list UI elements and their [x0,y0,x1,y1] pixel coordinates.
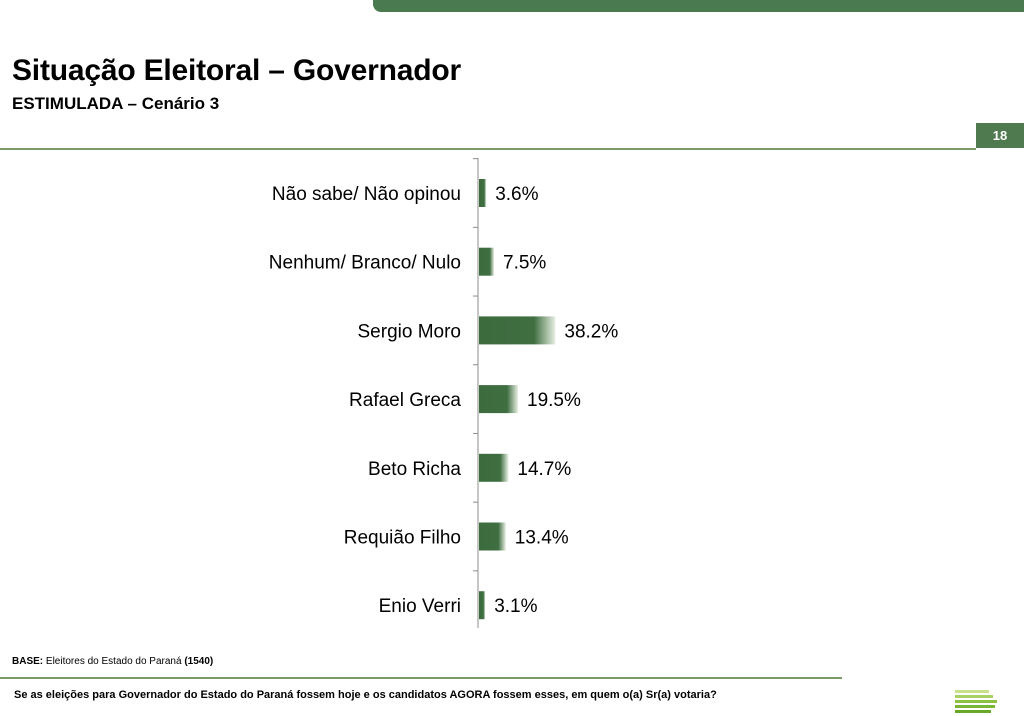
data-label: 13.4% [515,528,569,549]
header-divider [0,148,976,150]
page-title: Situação Eleitoral – Governador [12,54,461,87]
survey-question: Se as eleições para Governador do Estado… [14,689,717,701]
data-label: 14.7% [517,459,571,480]
data-label: 38.2% [564,321,618,342]
page-number-badge: 18 [976,123,1024,148]
chart-plot-area: Não sabe/ Não opinou 3.6% Nenhum/ Branco/ … [269,158,618,628]
category-label: Enio Verri [379,596,461,617]
page-subtitle: ESTIMULADA – Cenário 3 [12,94,220,113]
bar [479,591,486,620]
footer-divider [0,677,842,679]
bar-chart: Não sabe/ Não opinou 3.6% Nenhum/ Branco/ … [269,158,618,628]
category-label: Beto Richa [368,459,461,480]
base-text: Eleitores do Estado do Paraná [45,656,182,667]
category-label: Sergio Moro [358,321,462,342]
bar [479,247,494,276]
data-label: 19.5% [527,390,581,411]
category-label: Não sabe/ Não opinou [272,184,461,205]
category-label: Requião Filho [344,528,461,549]
data-label: 3.1% [494,596,537,617]
brand-logo-icon [955,690,997,713]
bar [479,522,506,551]
bar [479,179,487,207]
bar [479,316,556,345]
category-label: Rafael Greca [349,390,461,411]
bar [479,385,518,414]
data-label: 7.5% [503,253,546,274]
data-label: 3.6% [495,184,538,205]
base-note: BASE: Eleitores do Estado do Paraná (154… [12,656,213,667]
bar [479,453,509,482]
base-count: (1540) [184,656,214,667]
category-label: Nenhum/ Branco/ Nulo [269,253,461,274]
top-accent-bar [373,0,1024,12]
base-label: BASE: [12,656,44,667]
